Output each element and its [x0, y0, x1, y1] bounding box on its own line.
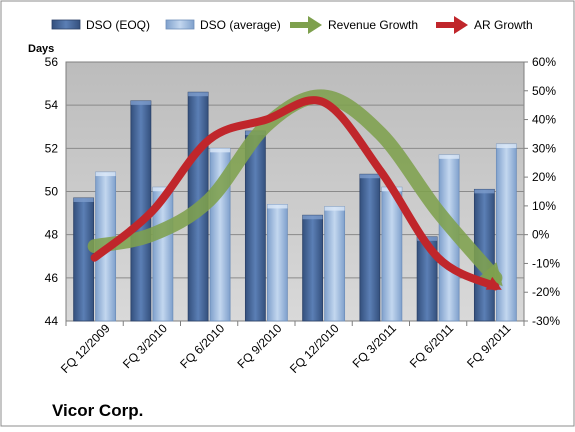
bar-cap — [188, 92, 209, 97]
bar-cap — [474, 189, 495, 194]
bar-dso-average — [495, 143, 517, 322]
y-tick-label: 56 — [45, 55, 59, 69]
y2-tick-label: 20% — [532, 170, 556, 184]
legend-label: DSO (EOQ) — [86, 18, 150, 32]
y2-tick-label: 50% — [532, 84, 556, 98]
y-tick-label: 52 — [45, 141, 59, 155]
legend-label: DSO (average) — [200, 18, 281, 32]
y2-tick-label: 60% — [532, 55, 556, 69]
legend: DSO (EOQ) DSO (average) Revenue Growth AR G… — [51, 16, 533, 34]
legend-swatch-0 — [51, 19, 81, 30]
y-tick-label: 46 — [45, 271, 59, 285]
y-tick-label: 54 — [45, 98, 59, 112]
bar-dso-eoq — [302, 214, 324, 322]
y2-tick-label: -10% — [532, 256, 560, 270]
y2-tick-label: -20% — [532, 285, 560, 299]
bar-cap — [210, 148, 231, 153]
legend-arrow-icon — [290, 16, 322, 34]
legend-label: Revenue Growth — [328, 18, 418, 32]
bar-cap — [496, 144, 517, 149]
bar-cap — [130, 100, 151, 105]
y2-tick-label: 10% — [532, 199, 556, 213]
y-axis-label: Days — [28, 43, 54, 55]
bar-cap — [267, 204, 288, 209]
legend-arrow-icon — [436, 16, 468, 34]
y2-tick-label: -30% — [532, 314, 560, 328]
y-tick-label: 48 — [45, 228, 59, 242]
y2-tick-label: 40% — [532, 113, 556, 127]
bar-cap — [95, 172, 116, 177]
bar-dso-average — [266, 204, 288, 322]
bar-dso-eoq — [359, 173, 381, 322]
legend-label: AR Growth — [474, 18, 533, 32]
bar-cap — [439, 154, 460, 159]
bar-dso-average — [324, 206, 346, 322]
y2-tick-label: 30% — [532, 141, 556, 155]
bar-dso-eoq — [73, 197, 95, 322]
y-tick-label: 50 — [45, 185, 59, 199]
growth-lines-group — [87, 89, 503, 291]
company-label: Vicor Corp. — [52, 401, 143, 420]
y-tick-label: 44 — [45, 314, 59, 328]
line-ar-growth — [90, 96, 502, 291]
bar-dso-average — [381, 186, 403, 322]
bar-cap — [359, 174, 380, 179]
legend-swatch-1 — [165, 19, 195, 30]
bar-cap — [73, 197, 94, 202]
bar-dso-eoq — [244, 130, 266, 322]
bar-cap — [152, 187, 173, 192]
bar-cap — [302, 215, 323, 220]
y2-tick-label: 0% — [532, 228, 550, 242]
bar-cap — [324, 206, 345, 211]
